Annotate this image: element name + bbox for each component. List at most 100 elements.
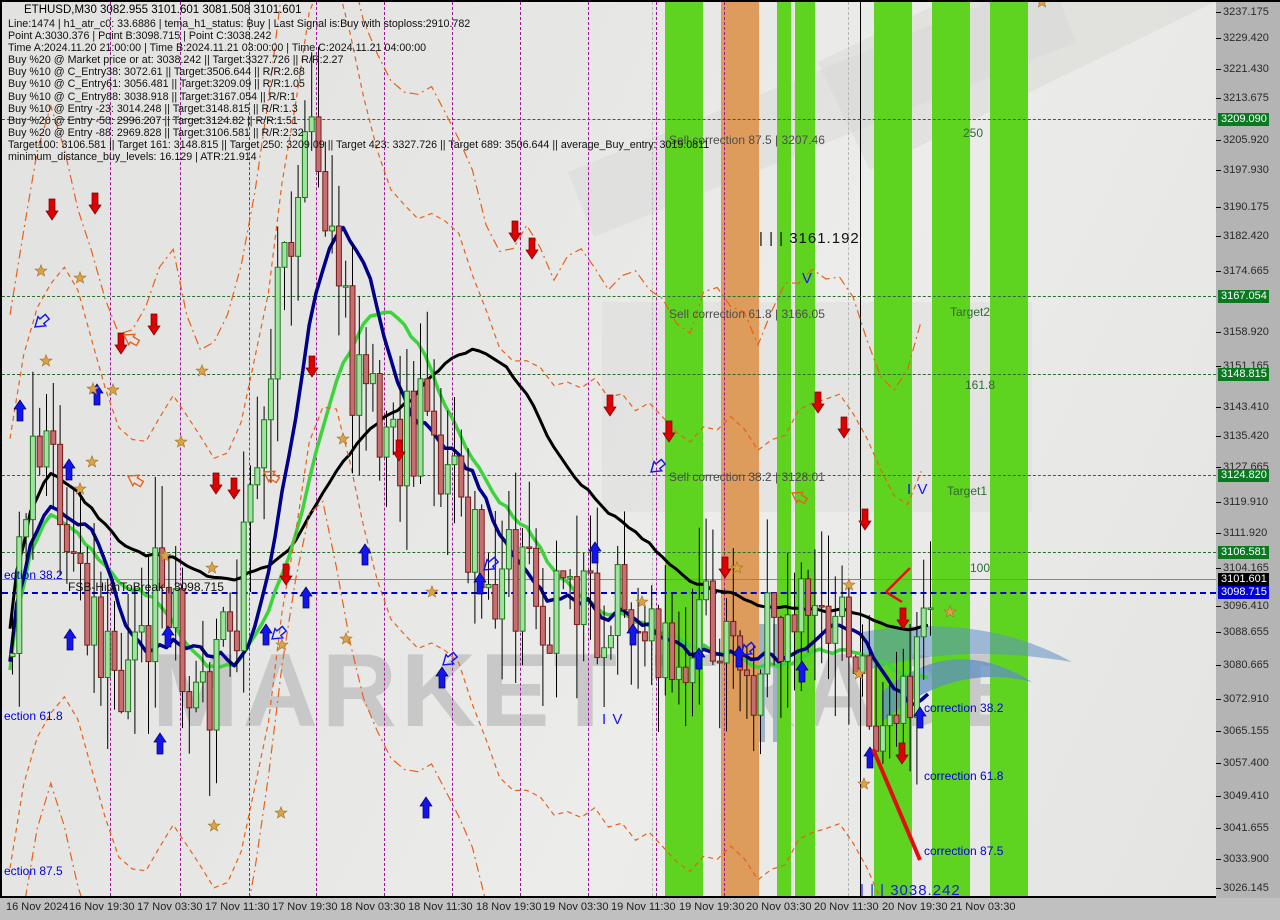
price-tick-15: 3111.920 <box>1216 527 1280 539</box>
price-tick-26: 3026.145 <box>1216 882 1280 894</box>
time-tick-0: 16 Nov 2024 <box>6 901 69 913</box>
session-band-5 <box>932 2 970 896</box>
time-scale[interactable]: 16 Nov 2024 16 Nov 19:30 17 Nov 03:30 17 No… <box>0 898 1280 920</box>
price-tick-9: 3158.920 <box>1216 326 1280 338</box>
level-line-point-b <box>2 592 1216 594</box>
time-tick-8: 19 Nov 03:30 <box>543 901 609 913</box>
chart-info-line-0: Line:1474 | h1_atr_c0: 33.6886 | tema_h1… <box>8 18 471 30</box>
annotation-level-100: 100 <box>970 561 991 575</box>
time-tick-1: 16 Nov 19:30 <box>69 901 135 913</box>
chart-info-line-4: Buy %10 @ C_Entry38: 3072.61 || Target:3… <box>8 66 305 79</box>
time-separator-0 <box>110 2 111 896</box>
time-separator-8 <box>656 2 657 896</box>
time-tick-7: 18 Nov 19:30 <box>476 901 542 913</box>
price-label-3167.054[interactable]: 3167.054 <box>1218 290 1269 303</box>
annotation-buy-corr-875-left: ection 87.5 <box>4 864 63 878</box>
session-band-6 <box>990 2 1028 896</box>
price-tick-16: 3104.165 <box>1216 562 1280 574</box>
chart-info-header: ETHUSD,M30 3082.955 3101.601 3081.508 31… <box>8 4 709 163</box>
price-tick-11: 3143.410 <box>1216 401 1280 413</box>
time-tick-11: 20 Nov 03:30 <box>746 901 812 913</box>
session-band-0 <box>665 2 703 896</box>
time-tick-5: 18 Nov 03:30 <box>340 901 406 913</box>
annotation-correction-618: correction 61.8 <box>924 769 1004 783</box>
chart-info-line-7: Buy %10 @ Entry -23: 3014.248 || Target:… <box>8 102 298 115</box>
annotation-wave-iv-right: I V <box>907 481 929 498</box>
chart-info-line-10: Target100: 3106.581 || Target 161: 3148.… <box>8 138 710 151</box>
price-tick-25: 3033.900 <box>1216 853 1280 865</box>
time-tick-12: 20 Nov 11:30 <box>814 901 879 913</box>
chart-info-line-3: Buy %20 @ Market price or at: 3038.242 |… <box>8 54 344 67</box>
price-tick-4: 3205.920 <box>1216 134 1280 146</box>
price-tick-3: 3213.675 <box>1216 92 1280 104</box>
time-separator-2 <box>249 2 250 896</box>
chart-info-line-11: minimum_distance_buy_levels: 16.129 | AT… <box>8 151 257 164</box>
chart-info-line-5: Buy %10 @ C_Entry61: 3056.481 || Target:… <box>8 78 305 91</box>
level-line-target-423-250 <box>2 119 1216 120</box>
time-tick-3: 17 Nov 11:30 <box>205 901 270 913</box>
time-separator-11 <box>652 2 653 896</box>
annotation-wave-3038: | | | 3038.242 <box>860 882 961 898</box>
level-line-target-167 <box>2 296 1216 297</box>
price-tick-21: 3065.155 <box>1216 725 1280 737</box>
annotation-fsb-hightobreak: FSB-HighToBreak | 3098.715 <box>68 580 224 594</box>
time-separator-6 <box>520 2 521 896</box>
time-separator-12 <box>848 2 849 896</box>
price-tick-23: 3049.410 <box>1216 790 1280 802</box>
annotation-buy-corr-382-left: ection 38.2 <box>4 568 63 582</box>
annotation-wave-iv-mid: I V <box>602 711 624 728</box>
level-line-target-124 <box>2 475 1216 476</box>
price-label-3148.815[interactable]: 3148.815 <box>1218 368 1269 381</box>
session-band-1 <box>721 2 759 896</box>
price-tick-0: 3237.175 <box>1216 6 1280 18</box>
price-tick-2: 3221.430 <box>1216 63 1280 75</box>
price-tick-14: 3119.910 <box>1216 496 1280 508</box>
time-tick-9: 19 Nov 11:30 <box>611 901 676 913</box>
chart-info-line-1: Point A:3030.376 | Point B:3098.715 | Po… <box>8 30 272 43</box>
annotation-correction-875: correction 87.5 <box>924 844 1004 858</box>
annotation-wave-v: V <box>802 270 814 287</box>
time-separator-1 <box>180 2 181 896</box>
price-label-3098.715[interactable]: 3098.715 <box>1218 586 1269 599</box>
price-tick-12: 3135.420 <box>1216 430 1280 442</box>
time-separator-10 <box>860 2 861 896</box>
annotation-target1: Target1 <box>947 484 988 498</box>
price-label-3124.820[interactable]: 3124.820 <box>1218 469 1269 482</box>
level-line-last-price <box>2 579 1216 580</box>
price-tick-20: 3072.910 <box>1216 693 1280 705</box>
annotation-sell-corr-875: Sell correction 87.5 | 3207.46 <box>669 133 825 147</box>
price-label-3209.090[interactable]: 3209.090 <box>1218 113 1269 126</box>
price-label-3106.581[interactable]: 3106.581 <box>1218 546 1269 559</box>
level-line-target-100 <box>2 552 1216 553</box>
chart-title: ETHUSD,M30 3082.955 3101.601 3081.508 31… <box>24 4 302 16</box>
chart-plot-area[interactable]: MARKET TRADE Sell correction 87.5 | 3207… <box>0 0 1216 898</box>
time-tick-4: 17 Nov 19:30 <box>272 901 338 913</box>
annotation-sell-corr-382: Sell correction 38.2 | 3128.01 <box>669 470 825 484</box>
price-tick-8: 3174.665 <box>1216 265 1280 277</box>
time-tick-10: 19 Nov 19:30 <box>679 901 745 913</box>
annotation-buy-corr-618-left: ection 61.8 <box>4 709 63 723</box>
time-tick-14: 21 Nov 03:30 <box>950 901 1016 913</box>
time-separator-7 <box>588 2 589 896</box>
chart-info-line-2: Time A:2024.11.20 21:00:00 | Time B:2024… <box>8 42 427 55</box>
chart-info-lines: Line:1474 | h1_atr_c0: 33.6886 | tema_h1… <box>8 18 709 163</box>
price-tick-24: 3041.655 <box>1216 822 1280 834</box>
time-tick-6: 18 Nov 11:30 <box>408 901 473 913</box>
price-label-3101.601[interactable]: 3101.601 <box>1218 573 1269 586</box>
annotation-target2: Target2 <box>950 305 991 319</box>
annotation-wave-3161: | | | 3161.192 <box>759 230 860 247</box>
annotation-sell-corr-618: Sell correction 61.8 | 3166.05 <box>669 307 825 321</box>
price-scale[interactable]: 3237.175 3229.420 3221.430 3213.675 3205.920… <box>1216 0 1280 902</box>
chart-info-line-8: Buy %20 @ Entry -50: 2996.207 || Target:… <box>8 114 298 127</box>
price-tick-19: 3080.665 <box>1216 659 1280 671</box>
time-tick-13: 20 Nov 19:30 <box>882 901 948 913</box>
chart-info-line-9: Buy %20 @ Entry -88: 2969.828 || Target:… <box>8 126 304 139</box>
annotation-correction-382: correction 38.2 <box>924 701 1004 715</box>
price-tick-1: 3229.420 <box>1216 32 1280 44</box>
signal-markers-layer <box>9 2 1047 861</box>
price-tick-5: 3197.930 <box>1216 164 1280 176</box>
annotation-level-250: 250 <box>963 126 984 140</box>
price-tick-18: 3088.655 <box>1216 626 1280 638</box>
price-tick-17: 3096.410 <box>1216 600 1280 612</box>
